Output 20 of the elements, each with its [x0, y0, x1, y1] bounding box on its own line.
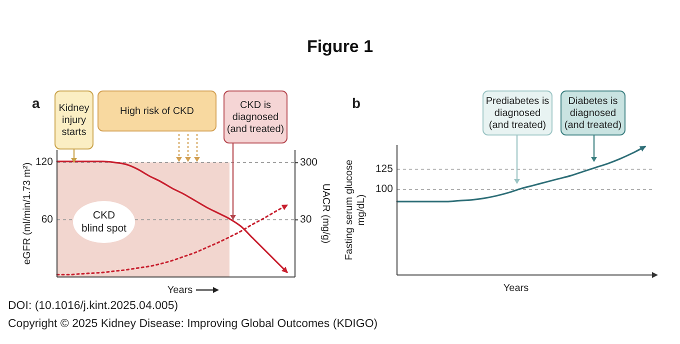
annotation: CKD blind spot — [82, 209, 127, 234]
text: a — [32, 94, 40, 111]
x-axis-title: Years — [503, 282, 529, 294]
text: Figure 1 — [306, 37, 374, 56]
text: b — [352, 94, 361, 111]
y-tick-label: 120 — [35, 156, 54, 168]
y-tick-label: 100 — [375, 183, 394, 196]
text: High risk of CKD — [120, 106, 194, 117]
text: Copyright © 2025 Kidney Disease: Improving Global Outcomes (KDIGO) — [8, 318, 378, 330]
y-axis-title: Fasting serum glucose mg/dL) — [344, 159, 367, 260]
y-tick-label: 125 — [375, 163, 394, 176]
y-tick-label: 60 — [41, 213, 54, 226]
text: CKD is diagnosed (and treated) — [226, 100, 284, 135]
y-axis-title: eGFR (ml/min/1.73 m²) — [22, 162, 33, 265]
text: Kidney injury starts — [58, 102, 90, 138]
y2-tick-label: 300 — [300, 156, 318, 168]
y2-tick-label: 30 — [300, 214, 312, 226]
x-axis-title: Years — [167, 284, 193, 296]
y2-axis-title: UACR (mg/g) — [320, 183, 332, 244]
text: DOI: (10.1016/j.kint.2025.04.005) — [8, 300, 178, 312]
